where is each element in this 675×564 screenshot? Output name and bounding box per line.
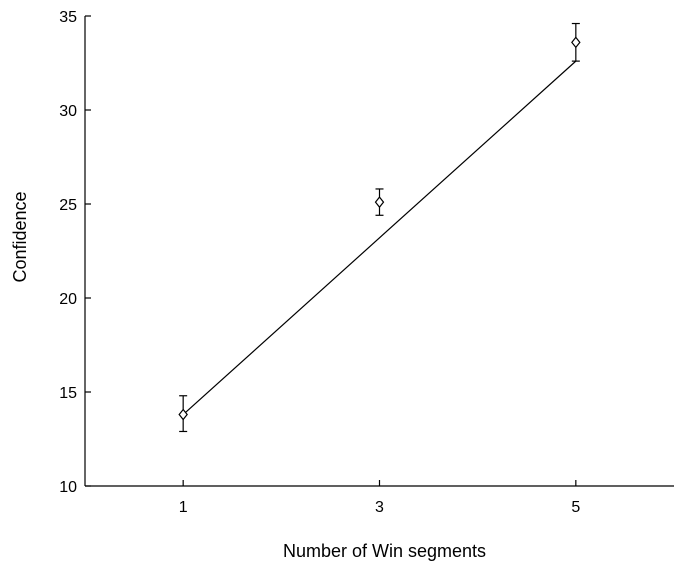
y-tick-label: 15 <box>59 385 77 402</box>
data-point-marker <box>178 408 188 421</box>
y-tick-label: 35 <box>59 9 77 26</box>
y-tick-label: 20 <box>59 291 77 308</box>
y-tick-label: 10 <box>59 479 77 496</box>
y-tick-label: 25 <box>59 197 77 214</box>
x-tick-label: 3 <box>375 499 384 516</box>
x-tick-label: 1 <box>179 499 188 516</box>
y-tick-label: 30 <box>59 103 77 120</box>
fit-line <box>182 60 577 416</box>
x-tick-label: 5 <box>571 499 580 516</box>
y-axis-title: Confidence <box>10 191 30 282</box>
data-point-marker <box>571 36 581 49</box>
x-axis-title: Number of Win segments <box>283 541 486 561</box>
data-point-marker <box>374 196 385 209</box>
plot-area <box>178 22 581 433</box>
